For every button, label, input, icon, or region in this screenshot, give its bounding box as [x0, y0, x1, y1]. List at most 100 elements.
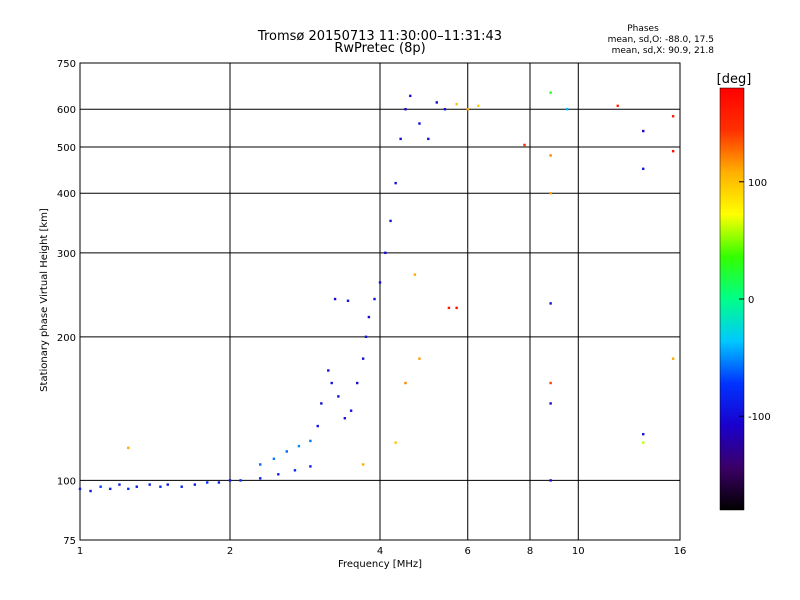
data-point [671, 115, 675, 118]
y-tick-label: 400 [57, 189, 76, 200]
data-point [309, 439, 312, 443]
x-axis-label: Frequency [MHz] [338, 559, 422, 570]
data-point [127, 446, 130, 450]
data-point [367, 315, 371, 319]
data-point [180, 485, 183, 488]
data-point [293, 469, 297, 472]
data-point [228, 479, 232, 482]
data-point [409, 94, 412, 98]
x-tick-label: 6 [465, 546, 471, 557]
data-point [549, 154, 552, 157]
data-point [427, 137, 430, 141]
data-point [373, 297, 376, 301]
data-points [78, 91, 675, 493]
colorbar-ticks: 100 0 -100 [739, 178, 771, 423]
chart-subtitle: RwPretec (8p) [334, 41, 425, 56]
chart-title: Tromsø 20150713 11:30:00–11:31:43 [257, 29, 502, 44]
data-point [394, 441, 397, 444]
data-point [565, 108, 569, 111]
data-point [99, 485, 102, 488]
x-tick-label: 10 [572, 546, 585, 557]
data-point [399, 137, 402, 141]
x-tick-label: 16 [674, 546, 687, 557]
x-tick-label: 1 [77, 546, 83, 557]
data-point [272, 457, 276, 460]
phases-title: Phases [627, 24, 659, 34]
data-point [277, 473, 280, 476]
data-point [394, 181, 397, 185]
data-point [330, 381, 333, 385]
data-point [316, 424, 319, 428]
data-point [285, 450, 288, 453]
data-point [148, 483, 151, 486]
x-tick-label: 4 [377, 546, 383, 557]
data-point [239, 479, 242, 482]
y-tick-label: 75 [63, 536, 76, 547]
data-point [642, 432, 645, 436]
data-point [355, 381, 359, 385]
data-point [418, 357, 421, 360]
data-point [109, 487, 112, 491]
x-tick-label: 2 [227, 546, 233, 557]
data-point [361, 463, 365, 466]
data-point [384, 251, 387, 255]
data-point [549, 381, 552, 385]
data-point [259, 463, 262, 466]
data-point [404, 381, 407, 385]
colorbar-tick-label: -100 [748, 412, 771, 423]
data-point [477, 104, 480, 108]
phase-o-stats: mean, sd,O: -88.0, 17.5 [608, 35, 714, 45]
data-point [671, 357, 675, 360]
data-point [447, 306, 451, 310]
data-point [327, 369, 330, 372]
data-point [78, 487, 82, 491]
y-axis-ticks: 75 100 200 300 400 500 600 750 [57, 59, 76, 547]
data-point [343, 417, 347, 420]
data-point [455, 306, 458, 310]
grid-lines [80, 63, 680, 540]
data-point [549, 302, 552, 305]
y-tick-label: 600 [57, 105, 76, 116]
colorbar-tick-label: 0 [748, 295, 754, 306]
data-point [205, 481, 209, 484]
data-point [642, 129, 645, 133]
data-point [616, 104, 619, 108]
data-point [642, 441, 645, 444]
data-point [549, 91, 552, 94]
data-point [404, 108, 407, 111]
x-axis-ticks: 1 2 4 6 8 10 16 [77, 546, 687, 557]
data-point [455, 102, 458, 106]
y-tick-label: 300 [57, 249, 76, 260]
data-point [309, 465, 312, 468]
colorbar-tick-label: 100 [748, 178, 767, 189]
data-point [378, 281, 382, 284]
data-point [466, 108, 469, 111]
data-point [89, 489, 92, 493]
phase-x-stats: mean, sd,X: 90.9, 21.8 [612, 46, 715, 56]
data-point [127, 487, 130, 491]
y-tick-label: 750 [57, 59, 76, 70]
data-point [435, 101, 438, 104]
data-point [671, 149, 675, 153]
data-point [118, 483, 121, 486]
data-point [320, 402, 323, 405]
data-point [193, 483, 197, 486]
data-point [337, 395, 340, 398]
data-point [413, 273, 417, 276]
y-tick-label: 200 [57, 333, 76, 344]
colorbar-label: [deg] [717, 72, 752, 87]
data-point [642, 167, 645, 171]
y-tick-label: 100 [57, 476, 76, 487]
data-point [346, 299, 350, 302]
y-tick-label: 500 [57, 143, 76, 154]
y-axis-label: Stationary phase Virtual Height [km] [39, 208, 50, 392]
data-point [361, 357, 365, 360]
data-point [333, 297, 337, 301]
data-point [443, 108, 447, 111]
data-point [389, 219, 392, 223]
data-point [259, 477, 262, 480]
data-point [549, 192, 552, 195]
data-point [217, 481, 221, 484]
